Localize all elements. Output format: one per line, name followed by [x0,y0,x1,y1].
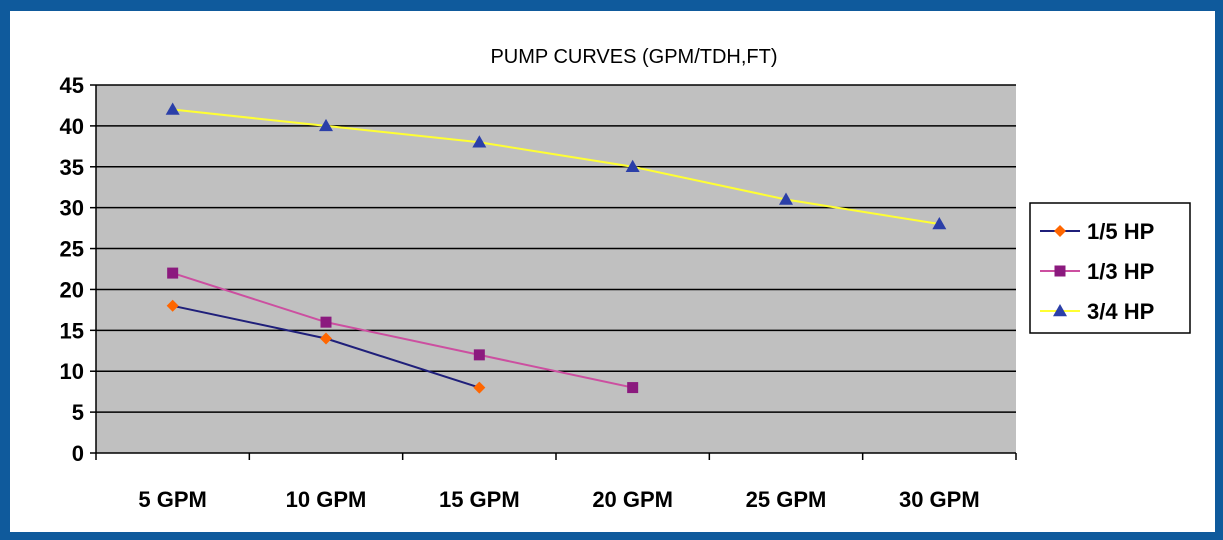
legend-item: 3/4 HP [1040,299,1154,324]
legend-marker [1054,265,1066,277]
x-tick-label: 30 GPM [899,487,980,512]
y-tick-label: 0 [72,441,84,466]
y-tick-label: 20 [60,277,84,302]
series-group [165,102,947,394]
series-1 [166,299,486,394]
data-point [625,159,640,173]
x-tick-label: 15 GPM [439,487,520,512]
legend-item: 1/5 HP [1040,219,1154,244]
y-tick-label: 10 [60,359,84,384]
y-tick-label: 30 [60,196,84,221]
data-point [165,102,180,115]
chart-frame: PUMP CURVES (GPM/TDH,FT) 0 5 10 15 20 25 30 35 4… [10,11,1215,532]
data-point [320,316,332,328]
plot-area [96,85,1016,453]
legend-label: 1/3 HP [1087,259,1154,284]
y-tick-label: 40 [60,114,84,139]
data-point [472,135,487,148]
data-point [319,118,333,132]
axes: 0 5 10 15 20 25 30 35 40 45 5 GPM 10 GPM 15 GPM 20 GP… [60,73,1017,512]
x-tick-label: 10 GPM [286,487,367,512]
data-point [627,382,639,394]
legend-item: 1/3 HP [1040,259,1154,284]
x-tick-label: 20 GPM [592,487,673,512]
chart-title: PUMP CURVES (GPM/TDH,FT) [490,46,777,68]
series-line [172,272,633,389]
data-point [320,332,332,345]
y-tick-label: 45 [60,73,84,98]
series-line [172,108,940,226]
x-tick-label: 5 GPM [138,487,206,512]
data-point [473,349,485,361]
data-point [166,299,179,312]
legend-label: 3/4 HP [1087,299,1154,324]
series-3 [165,102,947,230]
legend-label: 1/5 HP [1087,219,1154,244]
legend-marker [1053,304,1067,317]
legend-marker [1054,225,1066,237]
data-point [167,267,179,279]
data-point [779,192,793,205]
series-2 [167,267,639,394]
y-tick-label: 5 [72,400,84,425]
legend: 1/5 HP 1/3 HP 3/4 HP [1029,202,1191,334]
chart: PUMP CURVES (GPM/TDH,FT) 0 5 10 15 20 25 30 35 4… [60,46,1191,512]
data-point [932,217,947,230]
y-tick-label: 15 [60,318,84,343]
y-tick-label: 25 [60,237,84,262]
data-point [473,381,486,394]
gridlines [96,84,1016,413]
y-tick-label: 35 [60,155,84,180]
x-tick-label: 25 GPM [746,487,827,512]
